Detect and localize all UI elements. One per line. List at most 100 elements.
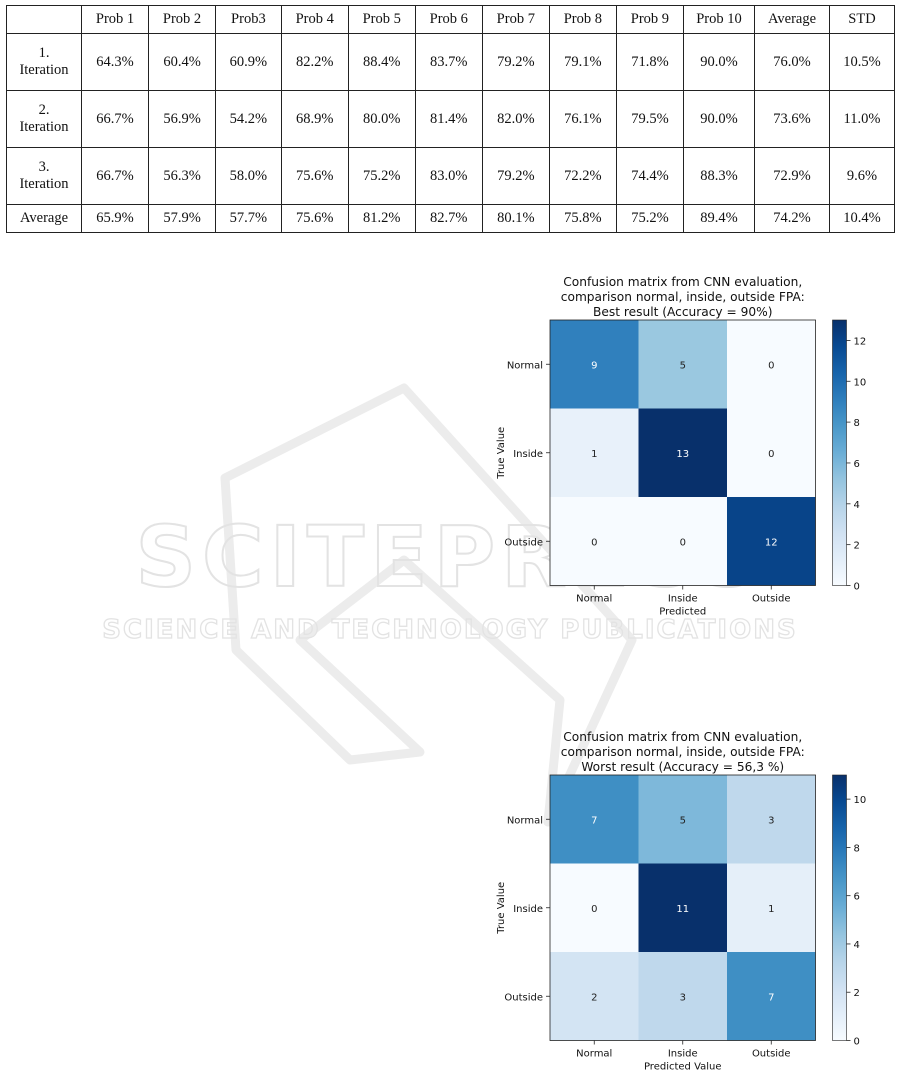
x-tick-label: Inside xyxy=(668,594,698,605)
cell-value-label: 0 xyxy=(591,904,597,915)
heatmap-cell xyxy=(727,952,816,1041)
table-cell: 80.1% xyxy=(481,204,550,233)
table-cell: 82.7% xyxy=(414,204,483,233)
header-prob-5: Prob 5 xyxy=(347,5,416,34)
y-tick-label: Outside xyxy=(504,537,543,548)
header-prob-6: Prob 6 xyxy=(414,5,483,34)
table-cell: 88.4% xyxy=(347,33,416,91)
table-cell: 57.9% xyxy=(148,204,217,233)
header-prob-1: Prob 1 xyxy=(80,5,150,34)
x-tick-label: Normal xyxy=(576,594,612,605)
table-row-average: Average 65.9% 57.9% 57.7% 75.6% 81.2% 82… xyxy=(6,204,895,233)
chart-title-line: Worst result (Accuracy = 56,3 %) xyxy=(581,760,784,774)
cell-value-label: 1 xyxy=(591,449,597,460)
table-cell: 75.2% xyxy=(615,204,685,233)
table-cell: 74.4% xyxy=(615,147,685,205)
table-cell: 75.6% xyxy=(280,147,349,205)
table-cell: 68.9% xyxy=(280,90,349,148)
confusion-matrix-worst-chart: Confusion matrix from CNN evaluation,com… xyxy=(496,730,867,1073)
heatmap-cell xyxy=(550,775,639,864)
table-cell: 82.0% xyxy=(481,90,550,148)
chart-title-line: comparison normal, inside, outside FPA: xyxy=(561,745,805,759)
colorbar-tick-label: 10 xyxy=(854,377,867,388)
table-row: 2. Iteration 66.7% 56.9% 54.2% 68.9% 80.… xyxy=(6,90,895,148)
table-cell: 56.3% xyxy=(148,147,217,205)
table-cell: 83.0% xyxy=(414,147,483,205)
confusion-matrix-best: Confusion matrix from CNN evaluation, com… xyxy=(490,270,890,620)
table-cell: 74.2% xyxy=(754,204,830,233)
x-axis-label: Predicted Value xyxy=(644,1062,722,1073)
heatmap-cell xyxy=(638,408,727,497)
table-cell: 10.4% xyxy=(829,204,895,233)
colorbar-tick-label: 12 xyxy=(854,336,867,347)
results-table: Prob 1 Prob 2 Prob3 Prob 4 Prob 5 Prob 6… xyxy=(6,5,895,233)
cell-value-label: 3 xyxy=(680,992,686,1003)
row-label-number: 3. xyxy=(38,159,50,175)
x-tick-label: Outside xyxy=(752,1049,791,1060)
cell-value-label: 0 xyxy=(768,360,774,371)
table-cell: 75.8% xyxy=(548,204,617,233)
heatmap-cell xyxy=(638,320,727,409)
table-cell: 75.2% xyxy=(347,147,416,205)
heatmap-cell xyxy=(550,863,639,952)
heatmap-cell xyxy=(638,497,727,586)
colorbar-tick-label: 6 xyxy=(854,892,860,903)
table-cell: 82.2% xyxy=(280,33,349,91)
table-row: 3. Iteration 66.7% 56.3% 58.0% 75.6% 75.… xyxy=(6,147,895,205)
row-label: 2. Iteration xyxy=(6,90,82,148)
table-cell: 79.5% xyxy=(615,90,685,148)
cell-value-label: 2 xyxy=(591,992,597,1003)
y-tick-label: Outside xyxy=(504,992,543,1003)
table-cell: 73.6% xyxy=(754,90,830,148)
table-cell: 81.2% xyxy=(347,204,416,233)
table-cell: 81.4% xyxy=(414,90,483,148)
y-tick-label: Normal xyxy=(507,815,543,826)
table-cell: 72.9% xyxy=(754,147,830,205)
table-cell: 89.4% xyxy=(683,204,755,233)
colorbar-tick-label: 2 xyxy=(854,541,860,552)
cell-value-label: 12 xyxy=(765,537,778,548)
row-label-text: Iteration xyxy=(19,176,69,192)
heatmap-cell xyxy=(727,320,816,409)
cell-value-label: 7 xyxy=(768,992,774,1003)
colorbar-tick-label: 0 xyxy=(854,582,860,593)
y-tick-label: Inside xyxy=(513,904,543,915)
header-prob-3: Prob3 xyxy=(215,5,282,34)
table-cell: 60.4% xyxy=(148,33,217,91)
table-cell: 10.5% xyxy=(829,33,895,91)
cell-value-label: 0 xyxy=(768,449,774,460)
table-cell: 90.0% xyxy=(683,33,755,91)
row-label-number: 2. xyxy=(38,102,50,118)
colorbar-tick-label: 4 xyxy=(854,940,860,951)
row-label-text: Iteration xyxy=(19,62,69,78)
heatmap-cell xyxy=(727,863,816,952)
heatmap-cell xyxy=(727,497,816,586)
colorbar-tick-label: 6 xyxy=(854,459,860,470)
heatmap-cell xyxy=(638,775,727,864)
table-cell: 80.0% xyxy=(347,90,416,148)
cell-value-label: 0 xyxy=(680,537,686,548)
table-cell: 66.7% xyxy=(80,90,150,148)
colorbar-tick-label: 0 xyxy=(854,1037,860,1048)
heatmap-cell xyxy=(638,952,727,1041)
heatmap-cell xyxy=(550,408,639,497)
colorbar-tick-label: 10 xyxy=(854,795,867,806)
colorbar xyxy=(832,319,847,586)
x-tick-label: Normal xyxy=(576,1049,612,1060)
y-axis-label: True Value xyxy=(496,882,507,935)
heatmap-cell xyxy=(727,408,816,497)
table-cell: 79.1% xyxy=(548,33,617,91)
table-cell: 83.7% xyxy=(414,33,483,91)
x-tick-label: Inside xyxy=(668,1049,698,1060)
table-cell: 79.2% xyxy=(481,33,550,91)
header-prob-7: Prob 7 xyxy=(481,5,550,34)
row-label: 3. Iteration xyxy=(6,147,82,205)
cell-value-label: 7 xyxy=(591,815,597,826)
chart-title-line: comparison normal, inside, outside FPA: xyxy=(561,290,805,304)
table-cell: 58.0% xyxy=(215,147,282,205)
heatmap-cell xyxy=(638,863,727,952)
heatmap-cell xyxy=(550,952,639,1041)
table-cell: 76.1% xyxy=(548,90,617,148)
table-cell: 71.8% xyxy=(615,33,685,91)
colorbar-tick-label: 4 xyxy=(854,500,860,511)
